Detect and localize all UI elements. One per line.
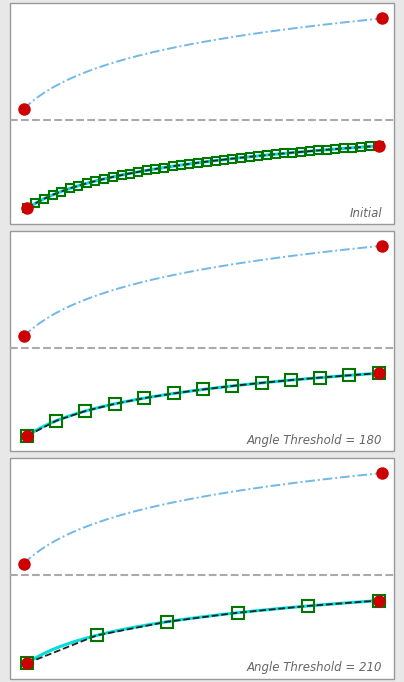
Text: Angle Threshold = 180: Angle Threshold = 180 xyxy=(247,434,382,447)
Text: Angle Threshold = 210: Angle Threshold = 210 xyxy=(247,662,382,674)
Text: Initial: Initial xyxy=(350,207,382,220)
